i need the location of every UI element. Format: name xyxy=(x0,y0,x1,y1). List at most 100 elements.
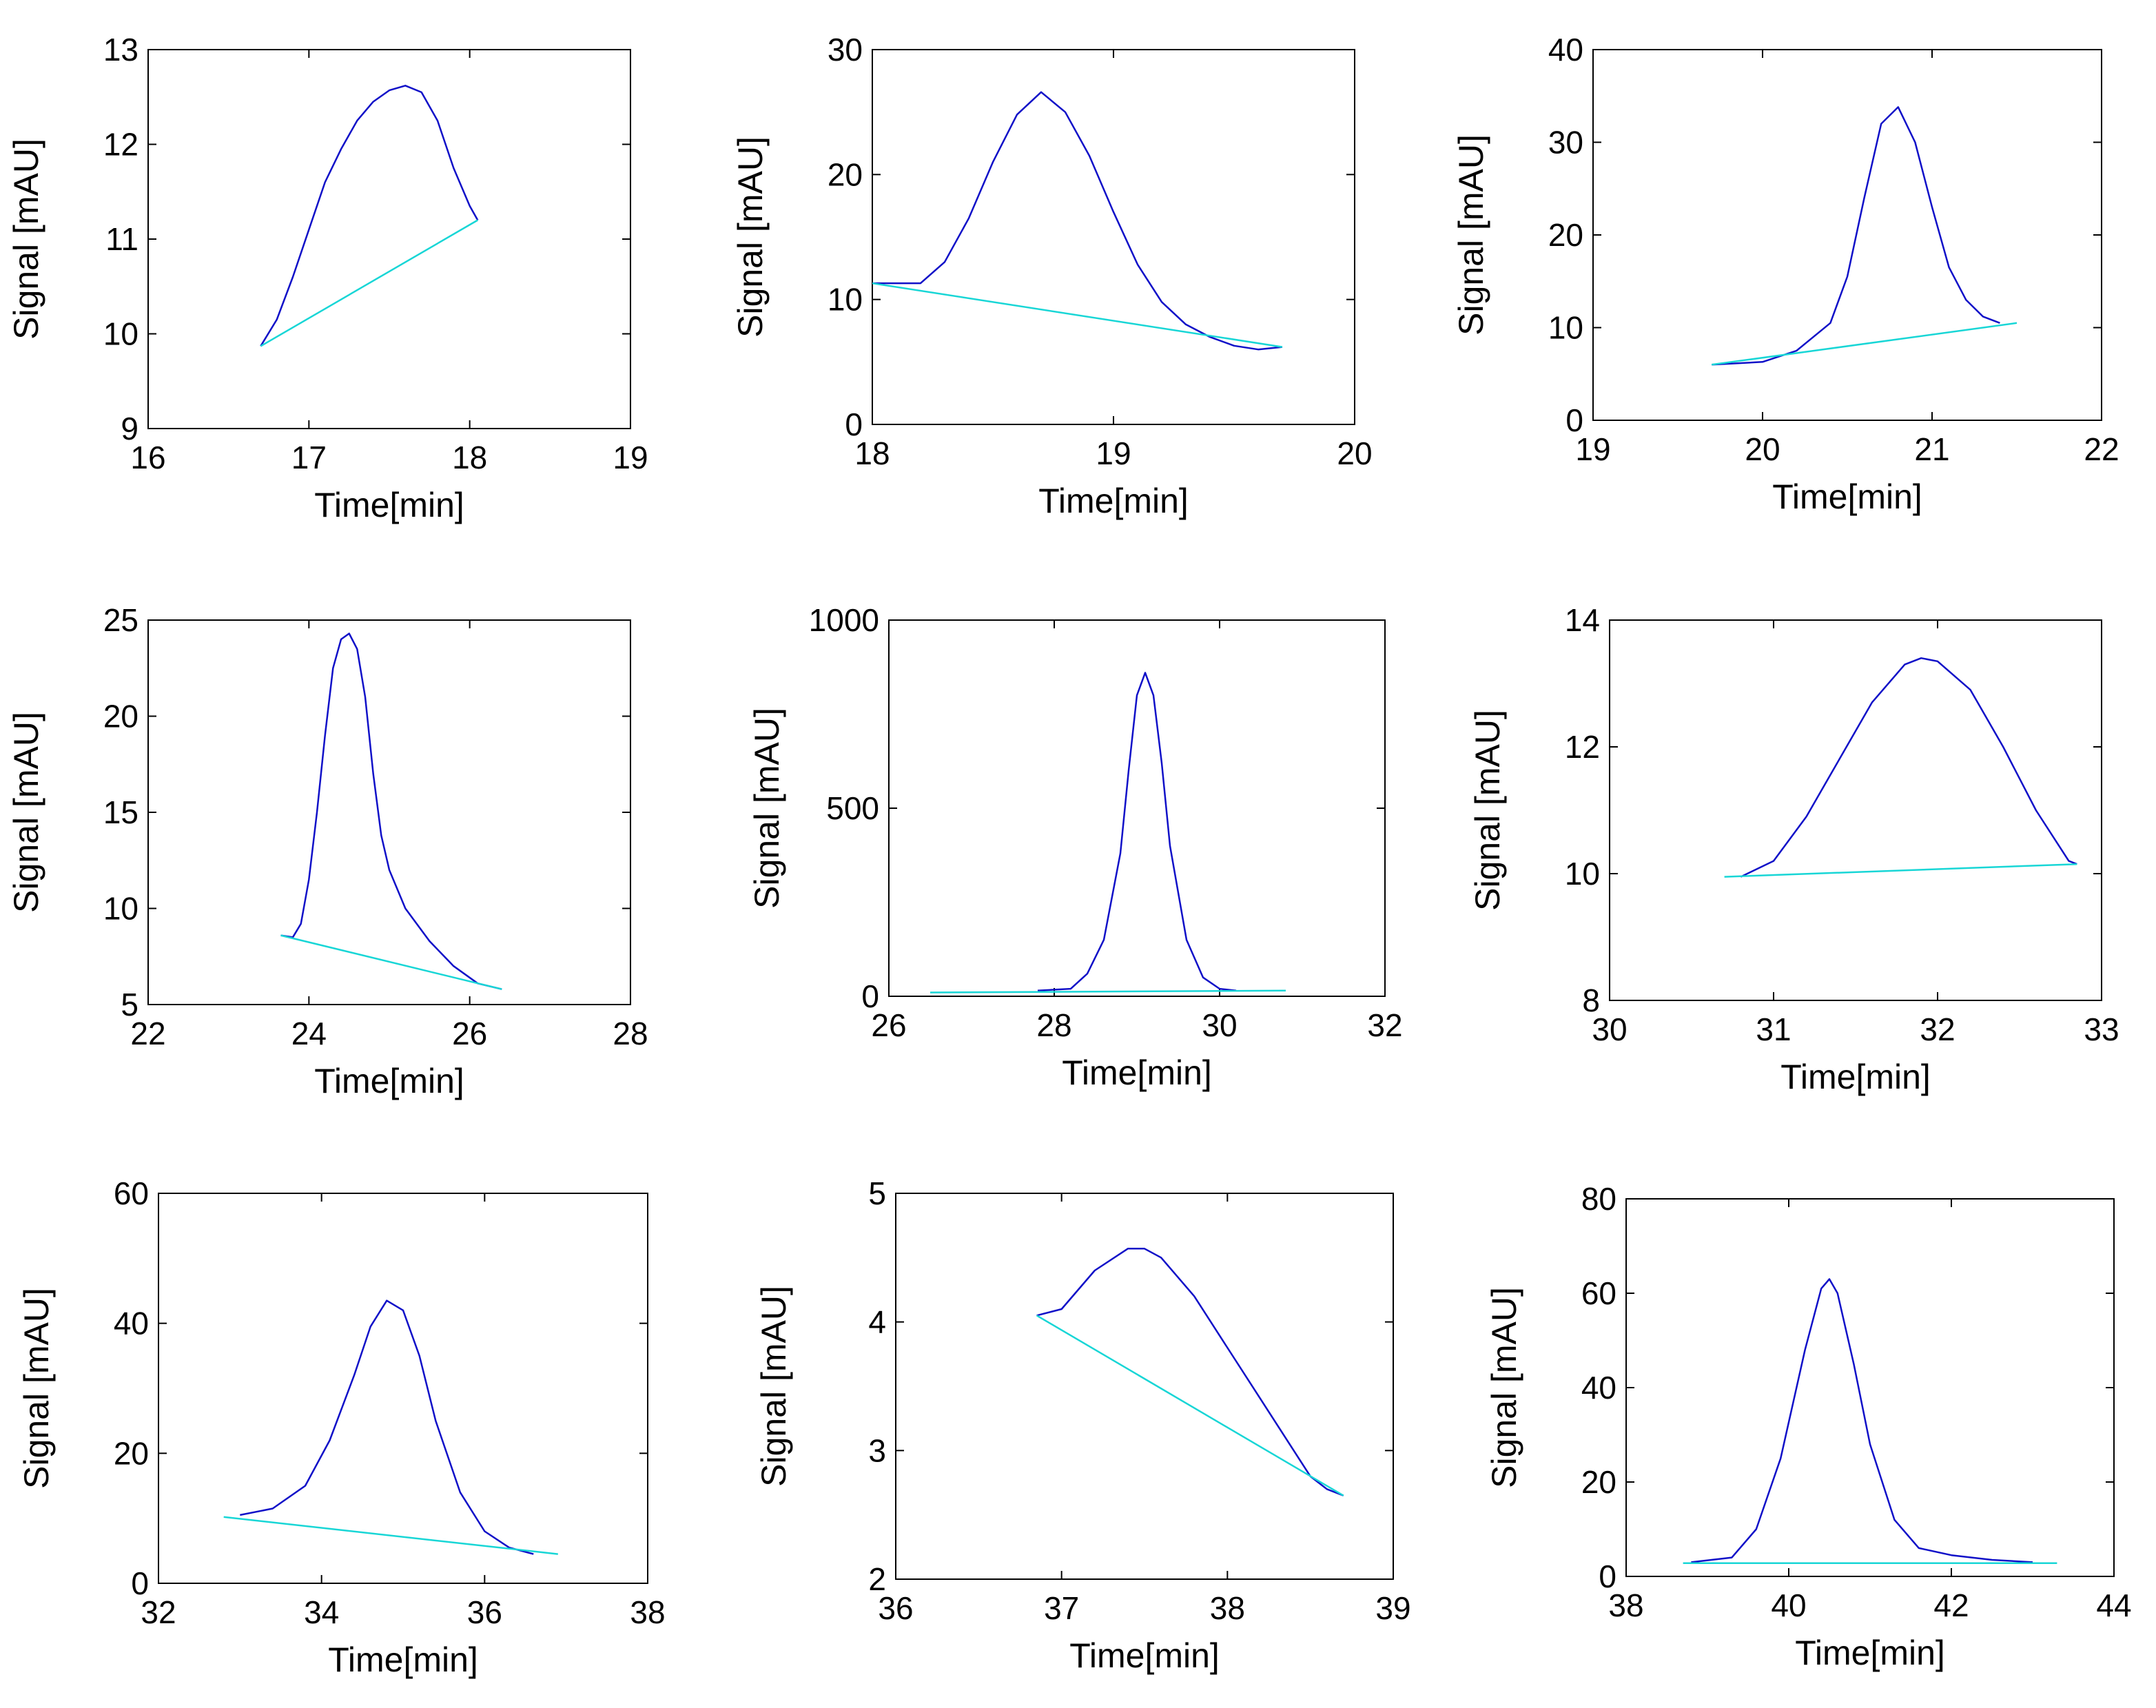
x-tick-label: 32 xyxy=(141,1594,176,1630)
y-tick-label: 9 xyxy=(121,411,138,446)
x-axis-label: Time[min] xyxy=(1069,1636,1220,1675)
y-tick-label: 0 xyxy=(1599,1558,1616,1594)
series-baseline-line xyxy=(930,989,1286,994)
x-axis-label: Time[min] xyxy=(1772,477,1922,516)
axes-frame xyxy=(1592,49,2102,421)
axes-frame xyxy=(147,619,631,1005)
series-baseline-line xyxy=(1036,1315,1344,1496)
x-tick-label: 30 xyxy=(1592,1011,1627,1047)
x-tick-label: 36 xyxy=(467,1594,502,1630)
y-tick-label: 0 xyxy=(131,1565,149,1601)
axes-frame xyxy=(872,49,1355,425)
y-tick-label: 5 xyxy=(121,987,138,1022)
x-tick-label: 16 xyxy=(130,440,165,475)
x-axis-label: Time[min] xyxy=(314,486,464,524)
series-peak-line xyxy=(1037,672,1237,992)
x-tick-label: 30 xyxy=(1202,1007,1237,1043)
axes-frame xyxy=(158,1193,648,1584)
x-tick-label: 20 xyxy=(1337,435,1372,471)
x-axis-label: Time[min] xyxy=(314,1062,464,1100)
y-axis-label: Signal [mAU] xyxy=(1452,134,1490,336)
x-tick-label: 36 xyxy=(878,1590,913,1626)
y-tick-label: 11 xyxy=(105,221,138,257)
y-axis-label: Signal [mAU] xyxy=(754,1286,793,1487)
y-tick-label: 0 xyxy=(1565,402,1583,438)
axes-frame xyxy=(1625,1198,2115,1577)
series-baseline-line xyxy=(223,1516,558,1555)
y-tick-label: 20 xyxy=(1581,1464,1616,1500)
axes-frame xyxy=(895,1193,1394,1580)
x-tick-label: 19 xyxy=(613,440,648,475)
y-axis-label: Signal [mAU] xyxy=(17,1288,56,1489)
subplot-8: 36 37 38 39 2 3 4 5 Time[min] Signal [mAU] xyxy=(754,1175,1411,1675)
axes-frame xyxy=(1609,619,2102,1001)
x-tick-label: 28 xyxy=(1036,1007,1071,1043)
x-tick-label: 19 xyxy=(1575,431,1610,467)
y-tick-label: 0 xyxy=(845,407,863,442)
y-tick-label: 40 xyxy=(1548,32,1583,68)
y-tick-label: 25 xyxy=(103,602,138,638)
y-tick-label: 20 xyxy=(114,1435,149,1471)
x-tick-label: 38 xyxy=(1608,1587,1643,1623)
y-tick-label: 40 xyxy=(1581,1370,1616,1406)
subplot-1: 16 17 18 19 9 10 11 12 13 Time[min] Signal [mAU] xyxy=(7,32,648,524)
y-tick-label: 8 xyxy=(1582,982,1600,1018)
x-tick-label: 31 xyxy=(1756,1011,1791,1047)
y-tick-label: 2 xyxy=(868,1561,886,1597)
y-tick-label: 60 xyxy=(114,1175,149,1211)
y-tick-label: 20 xyxy=(103,699,138,734)
series-baseline-line xyxy=(260,219,478,347)
x-axis-label: Time[min] xyxy=(328,1640,478,1679)
x-tick-label: 22 xyxy=(2084,431,2119,467)
y-tick-label: 10 xyxy=(103,316,138,352)
series-peak-line xyxy=(872,91,1283,351)
y-tick-label: 14 xyxy=(1565,602,1600,638)
x-tick-label: 26 xyxy=(452,1016,487,1051)
y-tick-label: 40 xyxy=(114,1306,149,1341)
y-tick-label: 30 xyxy=(828,32,863,68)
y-tick-label: 15 xyxy=(103,794,138,830)
x-tick-label: 40 xyxy=(1771,1587,1806,1623)
series-baseline-line xyxy=(1712,322,2018,366)
subplot-4: 22 24 26 28 5 10 15 20 25 Time[min] Signal [mAU] xyxy=(7,602,648,1100)
y-tick-label: 1000 xyxy=(809,602,879,638)
y-axis-label: Signal [mAU] xyxy=(748,708,786,909)
series-peak-line xyxy=(260,85,479,347)
series-peak-line xyxy=(240,1299,534,1555)
subplot-5: 26 28 30 32 0 500 1000 Time[min] Signal [mAU] xyxy=(748,602,1403,1092)
y-tick-label: 20 xyxy=(828,156,863,192)
x-tick-label: 32 xyxy=(1920,1011,1955,1047)
y-axis-label: Signal [mAU] xyxy=(1468,710,1507,911)
series-peak-line xyxy=(280,632,502,990)
x-tick-label: 33 xyxy=(2084,1011,2119,1047)
x-tick-label: 44 xyxy=(2096,1587,2131,1623)
y-tick-label: 4 xyxy=(868,1304,886,1340)
y-tick-label: 5 xyxy=(868,1175,886,1211)
y-tick-label: 10 xyxy=(1548,310,1583,346)
y-tick-label: 500 xyxy=(826,790,879,826)
x-tick-label: 22 xyxy=(130,1016,165,1051)
y-tick-label: 12 xyxy=(103,127,138,163)
y-axis-label: Signal [mAU] xyxy=(7,712,45,913)
y-tick-label: 60 xyxy=(1581,1275,1616,1311)
subplot-9: 38 40 42 44 0 20 40 60 80 Time[min] Signal [mAU] xyxy=(1485,1181,2132,1672)
y-tick-label: 80 xyxy=(1581,1181,1616,1217)
y-tick-label: 10 xyxy=(1565,856,1600,892)
y-tick-label: 3 xyxy=(868,1432,886,1468)
x-tick-label: 34 xyxy=(304,1594,339,1630)
axes-frame xyxy=(888,619,1386,997)
y-axis-label: Signal [mAU] xyxy=(731,136,770,338)
x-tick-label: 42 xyxy=(1933,1587,1969,1623)
x-tick-label: 21 xyxy=(1914,431,1949,467)
y-tick-label: 12 xyxy=(1565,729,1600,765)
x-tick-label: 32 xyxy=(1367,1007,1402,1043)
y-tick-label: 10 xyxy=(828,282,863,318)
series-peak-line xyxy=(1712,106,2000,366)
y-axis-label: Signal [mAU] xyxy=(1485,1287,1523,1488)
y-tick-label: 20 xyxy=(1548,217,1583,253)
x-tick-label: 39 xyxy=(1375,1590,1410,1626)
y-tick-label: 0 xyxy=(861,978,879,1014)
y-tick-label: 10 xyxy=(103,891,138,927)
x-axis-label: Time[min] xyxy=(1780,1058,1931,1096)
